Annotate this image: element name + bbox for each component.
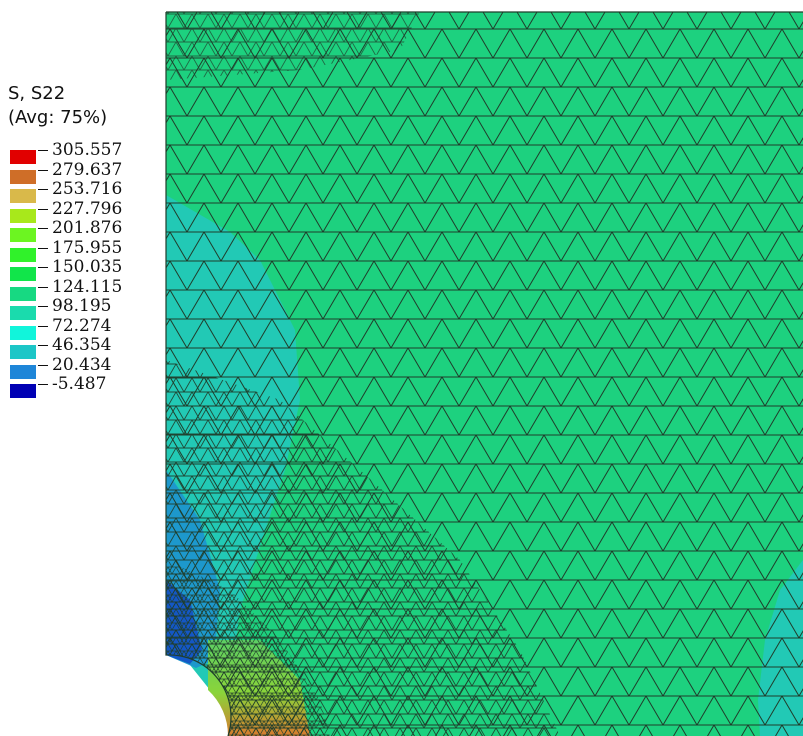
legend-tick [38,150,48,151]
legend-swatch [10,306,36,320]
legend-level-label: 279.637 [52,162,122,178]
legend-title-averaging: (Avg: 75%) [8,108,107,128]
legend-swatch [10,287,36,301]
legend-swatch [10,150,36,164]
legend-level-label: 150.035 [52,259,122,275]
legend-level-label: 227.796 [52,201,122,217]
legend-level-label: 124.115 [52,279,122,295]
legend-tick [38,170,48,171]
legend-level-label: 201.876 [52,220,122,236]
legend-tick [38,345,48,346]
legend-swatch [10,189,36,203]
legend-swatch [10,384,36,398]
legend-level-label: 305.557 [52,142,122,158]
legend-swatch [10,209,36,223]
legend-tick [38,384,48,385]
legend-level-label: 253.716 [52,181,122,197]
legend-level-label: 72.274 [52,318,111,334]
legend-level-label: -5.487 [52,376,106,392]
legend-swatch [10,345,36,359]
legend-level-label: 46.354 [52,337,111,353]
legend-tick [38,306,48,307]
legend-tick [38,267,48,268]
model-geometry [166,12,803,736]
legend-swatch [10,248,36,262]
legend-tick [38,326,48,327]
legend-swatch [10,228,36,242]
legend-tick [38,189,48,190]
legend-tick [38,287,48,288]
legend-level-label: 175.955 [52,240,122,256]
legend-swatch [10,170,36,184]
legend-title-variable: S, S22 [8,84,65,104]
legend-tick [38,248,48,249]
legend-level-label: 98.195 [52,298,111,314]
legend-tick [38,228,48,229]
legend-level-label: 20.434 [52,357,111,373]
legend-tick [38,365,48,366]
legend-swatch [10,326,36,340]
contour-legend: S, S22 (Avg: 75%) 305.557 279.637 253.716 2… [8,84,158,404]
legend-tick [38,209,48,210]
legend-swatch [10,365,36,379]
legend-swatch [10,267,36,281]
